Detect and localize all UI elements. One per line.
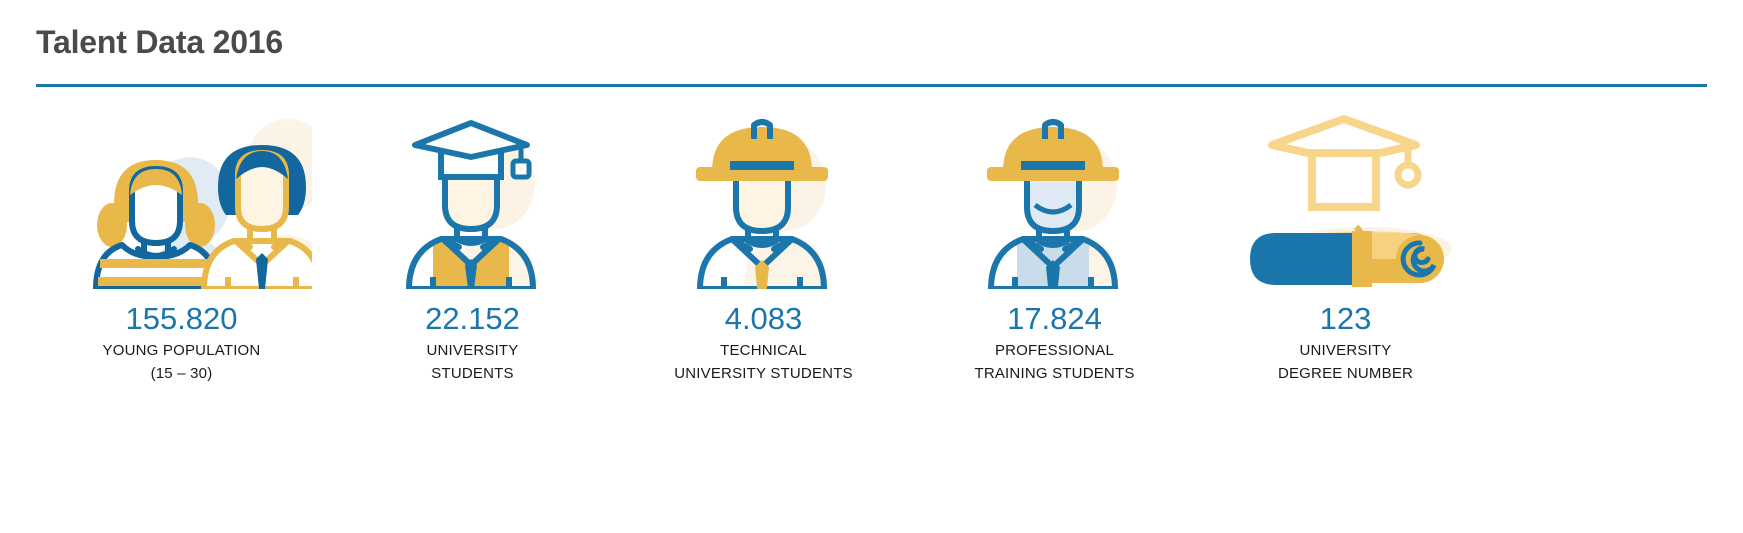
stat-caption: UNIVERSITY STUDENTS bbox=[426, 339, 518, 385]
stat-young-population: 155.820 YOUNG POPULATION (15 – 30) bbox=[36, 109, 327, 385]
stat-value: 22.152 bbox=[425, 301, 520, 336]
stat-caption-line: UNIVERSITY STUDENTS bbox=[674, 365, 853, 382]
stat-caption-line: (15 – 30) bbox=[150, 365, 213, 382]
stats-row: 155.820 YOUNG POPULATION (15 – 30) bbox=[0, 109, 1743, 385]
stat-caption-line: PROFESSIONAL bbox=[994, 342, 1115, 359]
diploma-scroll-icon bbox=[1216, 109, 1476, 289]
stat-university-students: 22.152 UNIVERSITY STUDENTS bbox=[327, 109, 618, 385]
stat-caption-line: TECHNICAL bbox=[720, 342, 807, 359]
stat-caption-line: UNIVERSITY bbox=[1299, 342, 1392, 359]
title-divider bbox=[36, 84, 1707, 87]
page-header: Talent Data 2016 bbox=[0, 0, 1743, 87]
stat-caption-line: YOUNG POPULATION bbox=[102, 342, 261, 359]
graduate-student-icon bbox=[343, 109, 603, 289]
stat-university-degrees: 123 UNIVERSITY DEGREE NUMBER bbox=[1200, 109, 1491, 385]
stat-caption: TECHNICAL UNIVERSITY STUDENTS bbox=[674, 339, 853, 385]
stat-caption-line: TRAINING STUDENTS bbox=[974, 365, 1135, 382]
professional-trainee-icon bbox=[925, 109, 1185, 289]
stat-caption: UNIVERSITY DEGREE NUMBER bbox=[1278, 339, 1413, 385]
technical-worker-icon bbox=[634, 109, 894, 289]
stat-caption-line: UNIVERSITY bbox=[426, 342, 519, 359]
page-title: Talent Data 2016 bbox=[36, 24, 283, 60]
stat-technical-students: 4.083 TECHNICAL UNIVERSITY STUDENTS bbox=[618, 109, 909, 385]
stat-value: 123 bbox=[1319, 301, 1372, 336]
stat-value: 155.820 bbox=[125, 301, 238, 336]
stat-value: 4.083 bbox=[724, 301, 803, 336]
stat-caption: PROFESSIONAL TRAINING STUDENTS bbox=[974, 339, 1134, 385]
stat-professional-training: 17.824 PROFESSIONAL TRAINING STUDENTS bbox=[909, 109, 1200, 385]
stat-value: 17.824 bbox=[1007, 301, 1102, 336]
stat-caption: YOUNG POPULATION (15 – 30) bbox=[103, 339, 261, 385]
young-people-icon bbox=[52, 109, 312, 289]
stat-caption-line: STUDENTS bbox=[431, 365, 514, 382]
stat-caption-line: DEGREE NUMBER bbox=[1277, 365, 1414, 382]
